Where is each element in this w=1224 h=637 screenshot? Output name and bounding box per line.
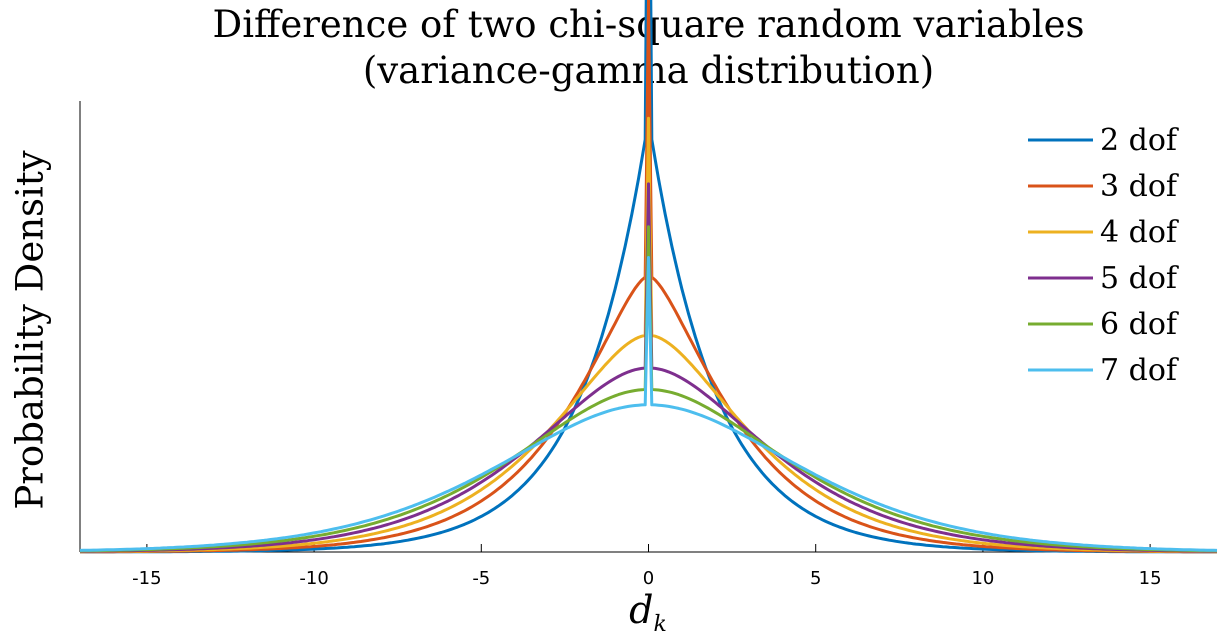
series-line-4-dof xyxy=(80,116,1217,554)
chart-legend: 2 dof 3 dof 4 dof 5 dof 6 dof 7 dof xyxy=(1028,123,1179,388)
series-line-7-dof xyxy=(79,256,1218,552)
legend-label-2-dof: 2 dof xyxy=(1100,123,1179,158)
x-axis-label-base: d xyxy=(629,588,654,632)
series-line-2-dof xyxy=(80,0,1217,554)
legend-label-5-dof: 5 dof xyxy=(1100,261,1179,296)
x-tick-label: 15 xyxy=(1139,568,1162,589)
x-tick-label: -15 xyxy=(132,568,161,589)
series-line-3-dof xyxy=(80,0,1217,554)
x-tick-label: 0 xyxy=(643,568,654,589)
x-tick-label: -5 xyxy=(472,568,490,589)
chart-curves xyxy=(79,0,1218,554)
x-tick-label: -10 xyxy=(299,568,328,589)
legend-label-4-dof: 4 dof xyxy=(1100,215,1179,250)
legend-label-7-dof: 7 dof xyxy=(1100,353,1179,388)
legend-label-3-dof: 3 dof xyxy=(1100,169,1179,204)
legend-label-6-dof: 6 dof xyxy=(1100,307,1179,342)
x-tick-label: 5 xyxy=(810,568,821,589)
series-line-5-dof xyxy=(80,182,1217,553)
series-line-6-dof xyxy=(79,225,1218,553)
x-tick-label: 10 xyxy=(971,568,994,589)
chart-axes: -15 -10 -5 0 5 10 15 xyxy=(79,101,1217,589)
